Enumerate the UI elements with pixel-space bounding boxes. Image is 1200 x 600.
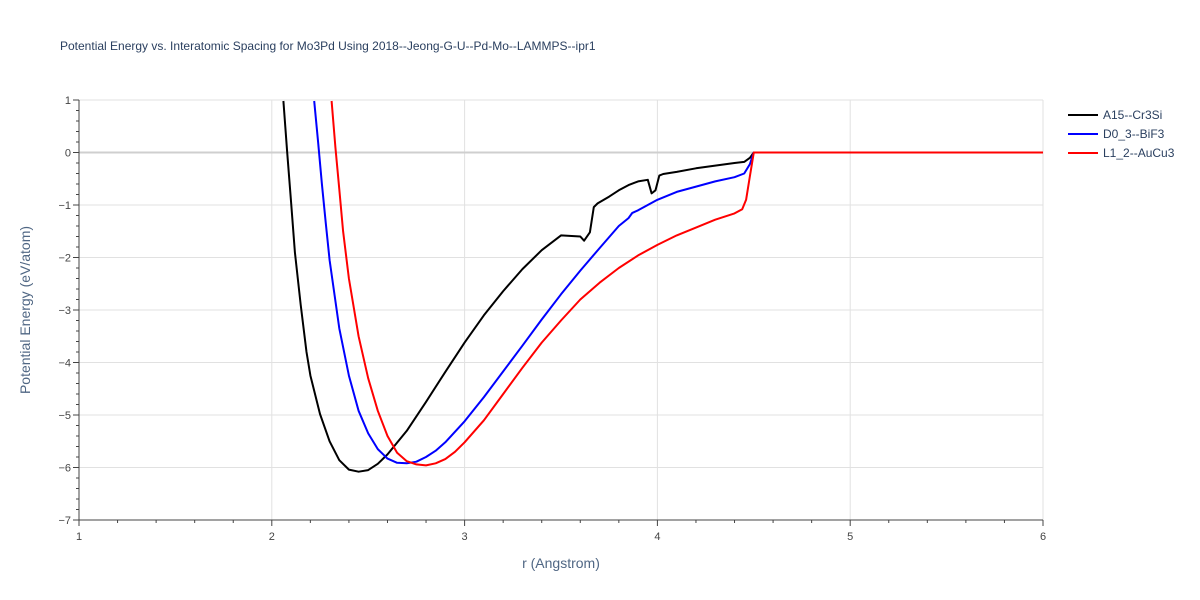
x-tick-label: 5 [847,531,853,543]
y-tick-label: −5 [58,410,71,422]
x-tick-label: 2 [269,531,275,543]
x-axis-title: r (Angstrom) [522,555,600,571]
x-tick-label: 4 [654,531,660,543]
y-tick-label: −2 [58,253,71,265]
series-line-2 [330,100,1043,467]
y-tick-label: −4 [58,358,71,370]
series-line-0 [282,100,1043,473]
legend-label-2: L1_2--AuCu3 [1103,146,1175,160]
legend: A15--Cr3Si D0_3--BiF3 L1_2--AuCu3 [1068,108,1175,160]
y-axis-title: Potential Energy (eV/atom) [17,226,33,394]
axes: 1 2 3 4 5 6 1 0 −1 −2 −3 −4 −5 −6 −7 [58,95,1046,543]
grid [79,99,1044,520]
legend-label-1: D0_3--BiF3 [1103,127,1165,141]
series-line-1 [313,100,1043,465]
x-tick-label: 3 [462,531,468,543]
y-tick-label: −1 [58,200,71,212]
legend-label-0: A15--Cr3Si [1103,108,1162,122]
x-tick-label: 1 [76,531,82,543]
y-tick-label: −3 [58,305,71,317]
y-tick-label: −7 [58,515,71,527]
y-tick-label: −6 [58,463,71,475]
x-tick-label: 6 [1040,531,1046,543]
y-tick-label: 0 [65,148,71,160]
chart-title: Potential Energy vs. Interatomic Spacing… [60,39,596,53]
plot-area [282,100,1043,473]
y-tick-label: 1 [65,95,71,107]
